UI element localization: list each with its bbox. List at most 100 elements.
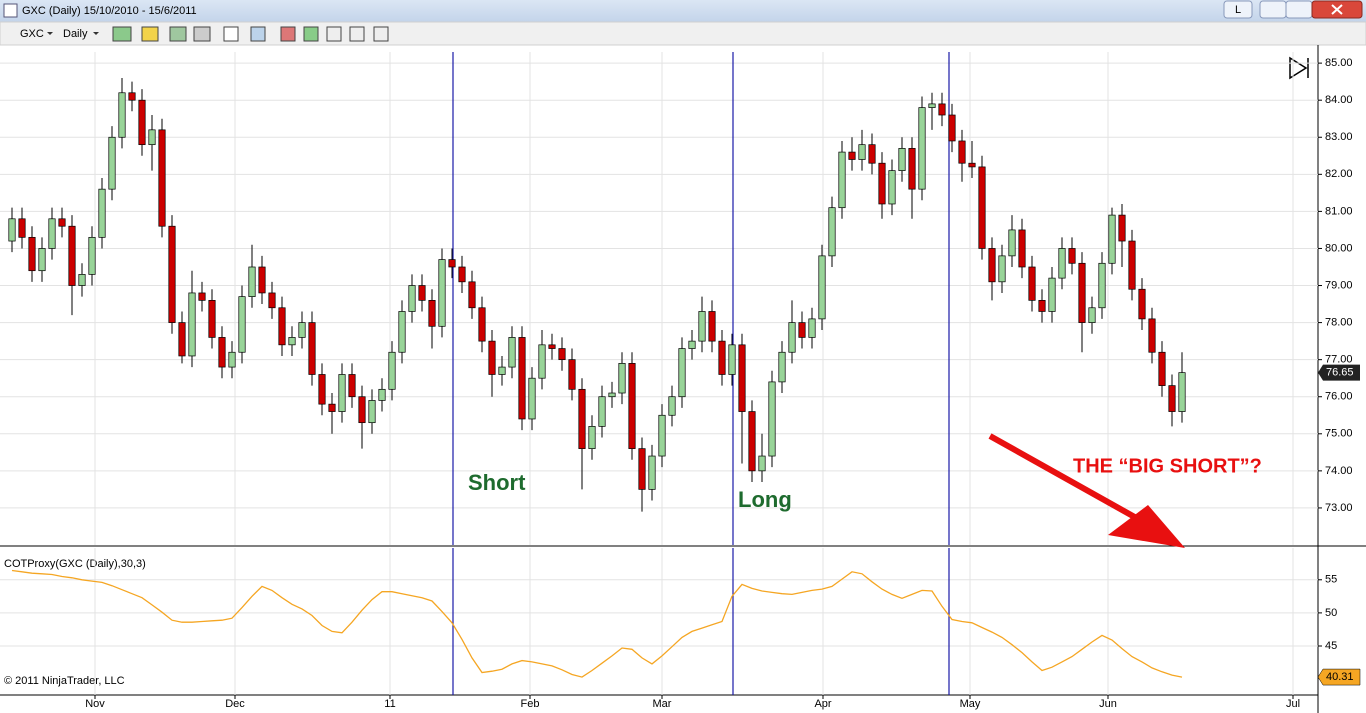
annotation-arrowhead: [1108, 505, 1185, 548]
candle-body: [1048, 277, 1056, 312]
candle-body: [798, 322, 806, 338]
y-tick-label: 79.00: [1325, 279, 1353, 291]
last-value-label: 40.31: [1326, 671, 1354, 683]
candle-body: [1158, 351, 1166, 386]
candle-body: [608, 392, 616, 398]
drawing-tool-button[interactable]: [141, 26, 159, 42]
candle-body: [598, 396, 606, 427]
zoom-button[interactable]: [250, 26, 266, 42]
annotation-arrow: [988, 433, 1142, 523]
layout-button[interactable]: [373, 26, 389, 42]
candle-body: [548, 344, 556, 349]
candle-body: [668, 396, 676, 416]
candle-body: [688, 340, 696, 349]
y-tick-label: 45: [1325, 640, 1337, 652]
candle-body: [828, 207, 836, 257]
interval-selector[interactable]: Daily: [63, 28, 88, 40]
candle-body: [458, 266, 466, 283]
candle-body: [428, 300, 436, 327]
annotation-big-short: THE “BIG SHORT”?: [1073, 455, 1262, 477]
y-tick-label: 78.00: [1325, 317, 1353, 329]
candle-body: [168, 225, 176, 323]
y-tick-label: 84.00: [1325, 94, 1353, 106]
candle-body: [1068, 248, 1076, 264]
candle-body: [1178, 372, 1186, 412]
candle-body: [38, 248, 46, 272]
candle-body: [1108, 214, 1116, 264]
title-bar: [0, 0, 1366, 22]
candle-body: [998, 255, 1006, 283]
candle-body: [348, 374, 356, 398]
candle-body: [818, 255, 826, 320]
last-value-flag: [1317, 668, 1361, 686]
last-price-flag: [1318, 364, 1360, 381]
candle-body: [968, 162, 976, 168]
candle-body: [278, 307, 286, 346]
candle-body: [918, 107, 926, 190]
candle-body: [538, 344, 546, 379]
x-tick-label: Apr: [814, 698, 831, 710]
candle-body: [148, 129, 156, 146]
link-button-label[interactable]: L: [1235, 4, 1241, 16]
candle-body: [68, 225, 76, 286]
candle-body: [618, 363, 626, 394]
link-button[interactable]: [1223, 0, 1253, 19]
x-tick-label: Mar: [653, 698, 672, 710]
strategy-button[interactable]: [193, 26, 211, 42]
candle-body: [748, 411, 756, 472]
indicator-button[interactable]: [169, 26, 187, 42]
window-title: GXC (Daily) 15/10/2010 - 15/6/2011: [22, 5, 197, 17]
snapshot-button[interactable]: [349, 26, 365, 42]
toolbar-icons: [112, 26, 389, 42]
candle-body: [788, 322, 796, 353]
candle-body: [418, 285, 426, 301]
candle-body: [1088, 307, 1096, 323]
candle-body: [468, 281, 476, 309]
candle-body: [908, 148, 916, 190]
candle-body: [738, 344, 746, 412]
maximize-button[interactable]: [1285, 0, 1313, 19]
template-button[interactable]: [326, 26, 342, 42]
candle-body: [758, 455, 766, 472]
candle-body: [258, 266, 266, 294]
candle-body: [1148, 318, 1156, 353]
candle-body: [778, 351, 786, 383]
instrument-selector[interactable]: GXC: [20, 28, 44, 40]
candle-body: [1078, 262, 1086, 323]
candle-body: [638, 448, 646, 490]
properties-button[interactable]: [280, 26, 296, 42]
candle-body: [28, 236, 36, 272]
candle-body: [628, 363, 636, 449]
marks: [8, 52, 1186, 695]
minimize-button[interactable]: [1259, 0, 1287, 19]
candle-body: [648, 455, 656, 490]
candle-body: [838, 151, 846, 209]
candle-body: [1118, 214, 1126, 242]
indicator-line: [11, 569, 1183, 678]
candle-body: [848, 151, 856, 160]
candle-body: [368, 400, 376, 424]
data-box-button[interactable]: [303, 26, 319, 42]
candle-body: [438, 259, 446, 327]
candle-body: [98, 188, 106, 238]
candle-body: [48, 218, 56, 249]
candle-body: [298, 322, 306, 338]
candle-body: [928, 103, 936, 108]
candle-body: [938, 103, 946, 116]
candle-body: [568, 359, 576, 390]
cursor-button[interactable]: [223, 26, 239, 42]
y-tick-label: 82.00: [1325, 168, 1353, 180]
candle-body: [958, 140, 966, 164]
candle-body: [128, 92, 136, 101]
candle-body: [988, 248, 996, 283]
y-tick-label: 73.00: [1325, 502, 1353, 514]
x-tick-label: 11: [384, 698, 395, 710]
candle-body: [88, 236, 96, 275]
chart-style-button[interactable]: [112, 26, 132, 42]
candle-body: [1038, 300, 1046, 312]
candle-body: [188, 292, 196, 357]
candle-body: [108, 136, 116, 190]
candle-body: [288, 337, 296, 346]
